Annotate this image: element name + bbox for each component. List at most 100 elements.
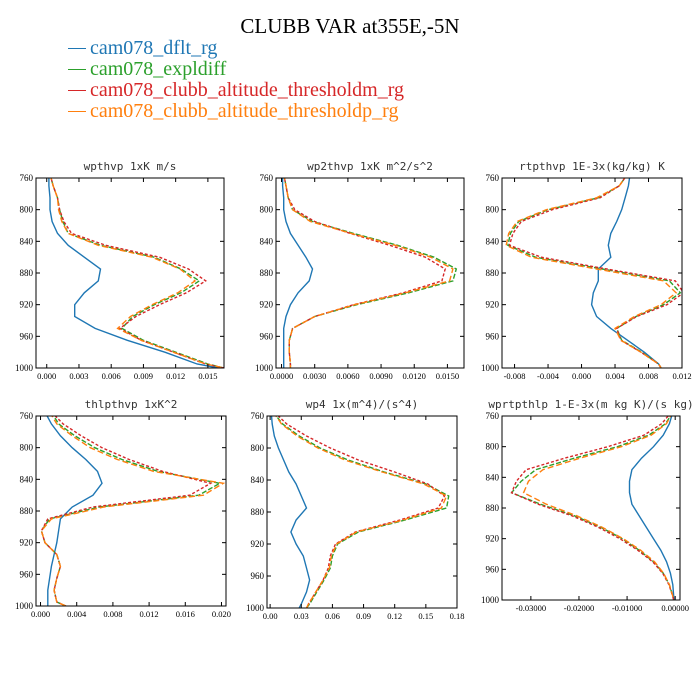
x-tick-label: 0.09 (356, 611, 371, 621)
x-tick-label: 0.0060 (336, 371, 359, 381)
y-tick-label: 920 (20, 538, 34, 548)
y-tick-label: 920 (251, 539, 265, 549)
y-tick-label: 840 (20, 236, 34, 246)
chart-wpthvp: wpthvp 1xK m/s76080084088092096010000.00… (15, 160, 225, 381)
series-line-cam078_expldiff (507, 178, 682, 368)
series-line-cam078_dflt_rg (281, 178, 314, 368)
y-tick-label: 760 (260, 173, 274, 183)
x-tick-label: 0.0090 (369, 371, 392, 381)
x-tick-label: 0.03 (294, 611, 309, 621)
series-line-cam078_expldiff (510, 416, 675, 600)
y-tick-label: 1000 (246, 603, 265, 613)
x-tick-label: 0.008 (103, 609, 122, 619)
x-tick-label: 0.006 (102, 371, 121, 381)
series-line-cam078_clubb_altitude_thresholdp_rg (522, 416, 675, 600)
panel-title: rtpthvp 1E-3x(kg/kg) K (519, 160, 665, 173)
panel-title: wp2thvp 1xK m^2/s^2 (307, 160, 433, 173)
legend-item: cam078_clubb_altitude_thresholdp_rg (68, 100, 404, 122)
series-line-cam078_clubb_altitude_thresholdm_rg (277, 416, 446, 608)
x-tick-label: 0.15 (418, 611, 433, 621)
y-tick-label: 1000 (481, 595, 500, 605)
x-tick-label: 0.18 (450, 611, 465, 621)
y-tick-label: 800 (486, 442, 500, 452)
legend-label: cam078_dflt_rg (90, 37, 218, 59)
x-tick-label: 0.12 (387, 611, 402, 621)
x-tick-label: 0.015 (198, 371, 217, 381)
legend-item: cam078_expldiff (68, 58, 404, 80)
y-tick-label: 960 (20, 331, 34, 341)
legend-label: cam078_expldiff (90, 58, 227, 80)
x-tick-label: 0.0150 (436, 371, 459, 381)
panel-title: wprtpthlp 1-E-3x(m kg K)/(s kg) (488, 398, 693, 411)
y-tick-label: 880 (20, 268, 34, 278)
series-line-cam078_expldiff (275, 416, 450, 608)
y-tick-label: 1000 (255, 363, 274, 373)
plot-frame (501, 415, 681, 601)
y-tick-label: 920 (20, 300, 34, 310)
y-tick-label: 760 (20, 173, 34, 183)
x-tick-label: 0.012 (166, 371, 185, 381)
x-tick-label: 0.004 (67, 609, 87, 619)
y-tick-label: 760 (20, 411, 34, 421)
legend-swatch (68, 90, 86, 91)
y-tick-label: 880 (20, 506, 34, 516)
y-tick-label: 800 (260, 205, 274, 215)
x-tick-label: 0.009 (134, 371, 153, 381)
y-tick-label: 840 (260, 236, 274, 246)
series-line-cam078_dflt_rg (590, 178, 662, 368)
y-tick-label: 960 (251, 571, 265, 581)
series-line-cam078_dflt_rg (270, 416, 311, 608)
chart-thlpthvp: thlpthvp 1xK^276080084088092096010000.00… (15, 398, 231, 619)
y-tick-label: 1000 (15, 363, 34, 373)
legend-swatch (68, 111, 86, 112)
plot-area (505, 178, 682, 368)
x-tick-label: 0.004 (605, 371, 625, 381)
x-tick-label: -0.02000 (564, 603, 594, 613)
y-tick-label: 800 (20, 205, 34, 215)
x-tick-label: 0.016 (176, 609, 195, 619)
y-tick-label: 920 (260, 300, 274, 310)
x-tick-label: -0.01000 (612, 603, 642, 613)
series-line-cam078_clubb_altitude_thresholdp_rg (505, 178, 678, 368)
x-tick-label: 0.00 (263, 611, 278, 621)
plot-area (281, 178, 458, 368)
x-tick-label: -0.03000 (516, 603, 546, 613)
y-tick-label: 800 (486, 205, 500, 215)
x-tick-label: 0.012 (140, 609, 159, 619)
y-tick-label: 840 (251, 475, 265, 485)
y-tick-label: 760 (486, 173, 500, 183)
y-tick-label: 880 (486, 268, 500, 278)
y-tick-label: 800 (20, 443, 34, 453)
series-line-cam078_clubb_altitude_thresholdp_rg (283, 178, 454, 368)
plot-frame (266, 415, 458, 609)
series-line-cam078_clubb_altitude_thresholdm_rg (283, 178, 447, 368)
series-line-cam078_expldiff (40, 416, 222, 606)
y-tick-label: 880 (486, 503, 500, 513)
series-line-cam078_clubb_altitude_thresholdm_rg (510, 416, 675, 600)
series-line-cam078_clubb_altitude_thresholdm_rg (50, 178, 224, 368)
y-tick-label: 840 (20, 474, 34, 484)
x-tick-label: 0.000 (31, 609, 50, 619)
y-tick-label: 840 (486, 236, 500, 246)
y-tick-label: 1000 (481, 363, 500, 373)
x-tick-label: 0.0030 (303, 371, 326, 381)
series-line-cam078_dflt_rg (46, 416, 103, 606)
plot-area (40, 416, 226, 606)
x-tick-label: 0.003 (69, 371, 88, 381)
y-tick-label: 760 (486, 411, 500, 421)
series-line-cam078_clubb_altitude_thresholdm_rg (40, 416, 213, 606)
series-line-cam078_clubb_altitude_thresholdp_rg (50, 178, 224, 368)
legend-item: cam078_dflt_rg (68, 37, 404, 59)
y-tick-label: 1000 (15, 601, 34, 611)
panel-title: wp4 1x(m^4)/(s^4) (306, 398, 419, 411)
series-line-cam078_clubb_altitude_thresholdp_rg (40, 416, 226, 606)
y-tick-label: 960 (260, 331, 274, 341)
x-tick-label: 0.0000 (270, 371, 293, 381)
y-tick-label: 760 (251, 411, 265, 421)
series-line-cam078_expldiff (50, 178, 224, 368)
plot-frame (275, 177, 465, 369)
y-tick-label: 960 (20, 569, 34, 579)
y-tick-label: 880 (251, 507, 265, 517)
series-line-cam078_dflt_rg (48, 178, 219, 368)
legend-label: cam078_clubb_altitude_thresholdp_rg (90, 100, 399, 122)
